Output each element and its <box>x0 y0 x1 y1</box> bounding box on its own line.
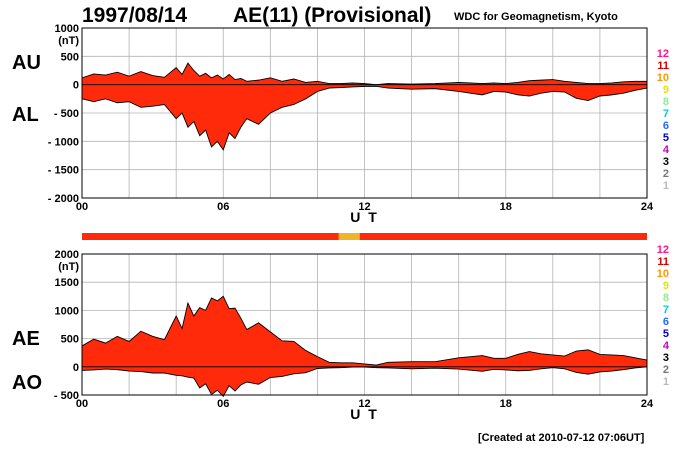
ae-ao-xtick-label: 06 <box>217 398 229 410</box>
au-al-station-count-label: 1 <box>663 180 669 192</box>
ae-ao-yaxis-unit: (nT) <box>58 261 79 273</box>
au-al-ytick-label: 0 <box>73 80 79 92</box>
ae-ao-xtick-label: 00 <box>76 398 88 410</box>
au-al-station-count-label: 7 <box>663 108 669 120</box>
plot-date: 1997/08/14 <box>82 4 188 27</box>
ae-ao-station-count-label: 4 <box>663 340 670 352</box>
au-al-station-count-label: 12 <box>657 48 669 60</box>
ae-ao-ae-line <box>81 295 648 366</box>
au-al-yaxis-unit: (nT) <box>58 35 79 47</box>
ae-ao-station-count-label: 6 <box>663 316 669 328</box>
ao-panel-label: AO <box>12 372 42 394</box>
au-al-xtick-label: 12 <box>358 201 370 213</box>
ae-ao-station-count-label: 1 <box>663 376 669 388</box>
au-al-ytick-label: - 1000 <box>48 136 79 148</box>
ae-ao-station-count-label: 7 <box>663 304 669 316</box>
ae-ao-ao-line <box>81 366 648 398</box>
ae-ao-station-count-label: 9 <box>663 280 669 292</box>
ae-ao-station-count-label: 5 <box>663 328 669 340</box>
au-al-au-line <box>81 62 647 86</box>
au-al-plot-frame <box>81 27 648 199</box>
au-al-ytick-label: - 500 <box>54 108 79 120</box>
station-status-strip <box>82 233 647 240</box>
ae-ao-ytick-label: 500 <box>61 334 79 346</box>
au-al-xaxis-label: U T <box>350 209 379 225</box>
au-al-xtick-label: 06 <box>217 201 229 213</box>
ae-ao-xtick-label: 12 <box>358 398 370 410</box>
au-al-ytick-label: 1000 <box>55 23 79 35</box>
au-al-xtick-label: 00 <box>76 201 88 213</box>
au-al-station-count-label: 10 <box>657 72 669 84</box>
ae-ao-station-count-label: 8 <box>663 292 669 304</box>
ae-ao-station-count-label: 3 <box>663 352 669 364</box>
created-timestamp: [Created at 2010-07-12 07:06UT] <box>478 432 645 444</box>
plot-title: AE(11) (Provisional) <box>233 4 432 27</box>
ae-panel-label: AE <box>12 328 40 350</box>
au-al-station-count-label: 8 <box>663 96 669 108</box>
au-al-ytick-label: - 2000 <box>48 193 79 205</box>
ae-ao-ytick-label: 1000 <box>55 305 79 317</box>
ae-ao-ytick-label: 1500 <box>55 277 79 289</box>
ae-ao-station-count-label: 2 <box>663 364 669 376</box>
au-al-xtick-label: 24 <box>641 201 654 213</box>
ae-ao-xaxis-label: U T <box>350 406 379 422</box>
au-al-station-count-label: 6 <box>663 120 669 132</box>
au-al-station-count-label: 2 <box>663 168 669 180</box>
au-al-ytick-label: - 1500 <box>48 165 79 177</box>
al-panel-label: AL <box>12 104 39 126</box>
ae-ao-station-count-label: 12 <box>657 244 669 256</box>
ae-ao-ytick-label: 2000 <box>55 249 79 261</box>
au-al-station-count-label: 9 <box>663 84 669 96</box>
au-al-station-count-label: 3 <box>663 156 669 168</box>
ae-ao-station-count-label: 11 <box>657 256 669 268</box>
au-al-station-count-label: 5 <box>663 132 669 144</box>
ae-ao-ytick-label: 0 <box>73 362 79 374</box>
au-al-station-count-label: 4 <box>663 144 670 156</box>
ae-ao-xtick-label: 24 <box>641 398 654 410</box>
data-source-label: WDC for Geomagnetism, Kyoto <box>454 11 618 23</box>
station-status-strip-segment <box>338 233 360 240</box>
ae-ao-plot-frame <box>81 253 648 396</box>
ae-ao-station-count-label: 10 <box>657 268 669 280</box>
au-al-al-line <box>81 85 648 151</box>
au-panel-label: AU <box>12 52 41 74</box>
au-al-station-count-label: 11 <box>657 60 669 72</box>
au-al-xtick-label: 18 <box>500 201 512 213</box>
au-al-ytick-label: 500 <box>61 51 79 63</box>
ae-ao-xtick-label: 18 <box>500 398 512 410</box>
ae-ao-range-fill <box>82 296 647 397</box>
ae-ao-ytick-label: - 500 <box>54 390 79 402</box>
